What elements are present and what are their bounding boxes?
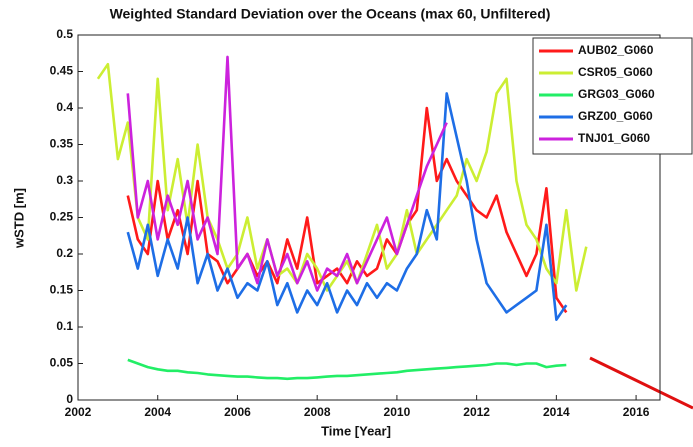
y-tick-label: 0.25	[50, 210, 74, 224]
y-tick-label: 0.35	[50, 137, 74, 151]
x-tick-label: 2006	[224, 405, 251, 419]
y-tick-label: 0.1	[56, 319, 73, 333]
annotation-arrow	[589, 356, 693, 410]
y-tick-label: 0.3	[56, 173, 73, 187]
x-tick-label: 2008	[304, 405, 331, 419]
x-tick-label: 2014	[543, 405, 570, 419]
series-line	[96, 62, 588, 292]
x-tick-label: 2012	[463, 405, 490, 419]
legend-label: GRG03_G060	[578, 87, 655, 101]
series-line	[126, 55, 448, 292]
x-tick-label: 2002	[65, 405, 92, 419]
x-axis-label: Time [Year]	[321, 423, 391, 438]
chart-title: Weighted Standard Deviation over the Oce…	[110, 6, 551, 22]
series-line	[126, 106, 568, 314]
y-tick-label: 0.45	[50, 64, 74, 78]
legend-label: CSR05_G060	[578, 65, 653, 79]
legend-label: GRZ00_G060	[578, 109, 653, 123]
series-line	[127, 358, 567, 381]
y-tick-label: 0	[66, 392, 73, 406]
legend-label: AUB02_G060	[578, 43, 654, 57]
y-tick-label: 0.2	[56, 246, 73, 260]
series-line	[126, 92, 568, 321]
legend-label: TNJ01_G060	[578, 131, 650, 145]
y-tick-label: 0.05	[50, 356, 74, 370]
x-tick-label: 2004	[144, 405, 171, 419]
y-tick-label: 0.15	[50, 283, 74, 297]
x-tick-label: 2010	[384, 405, 411, 419]
y-axis-label: wSTD [m]	[11, 188, 26, 249]
y-tick-label: 0.5	[56, 27, 73, 41]
x-tick-label: 2016	[623, 405, 650, 419]
y-tick-label: 0.4	[56, 100, 73, 114]
